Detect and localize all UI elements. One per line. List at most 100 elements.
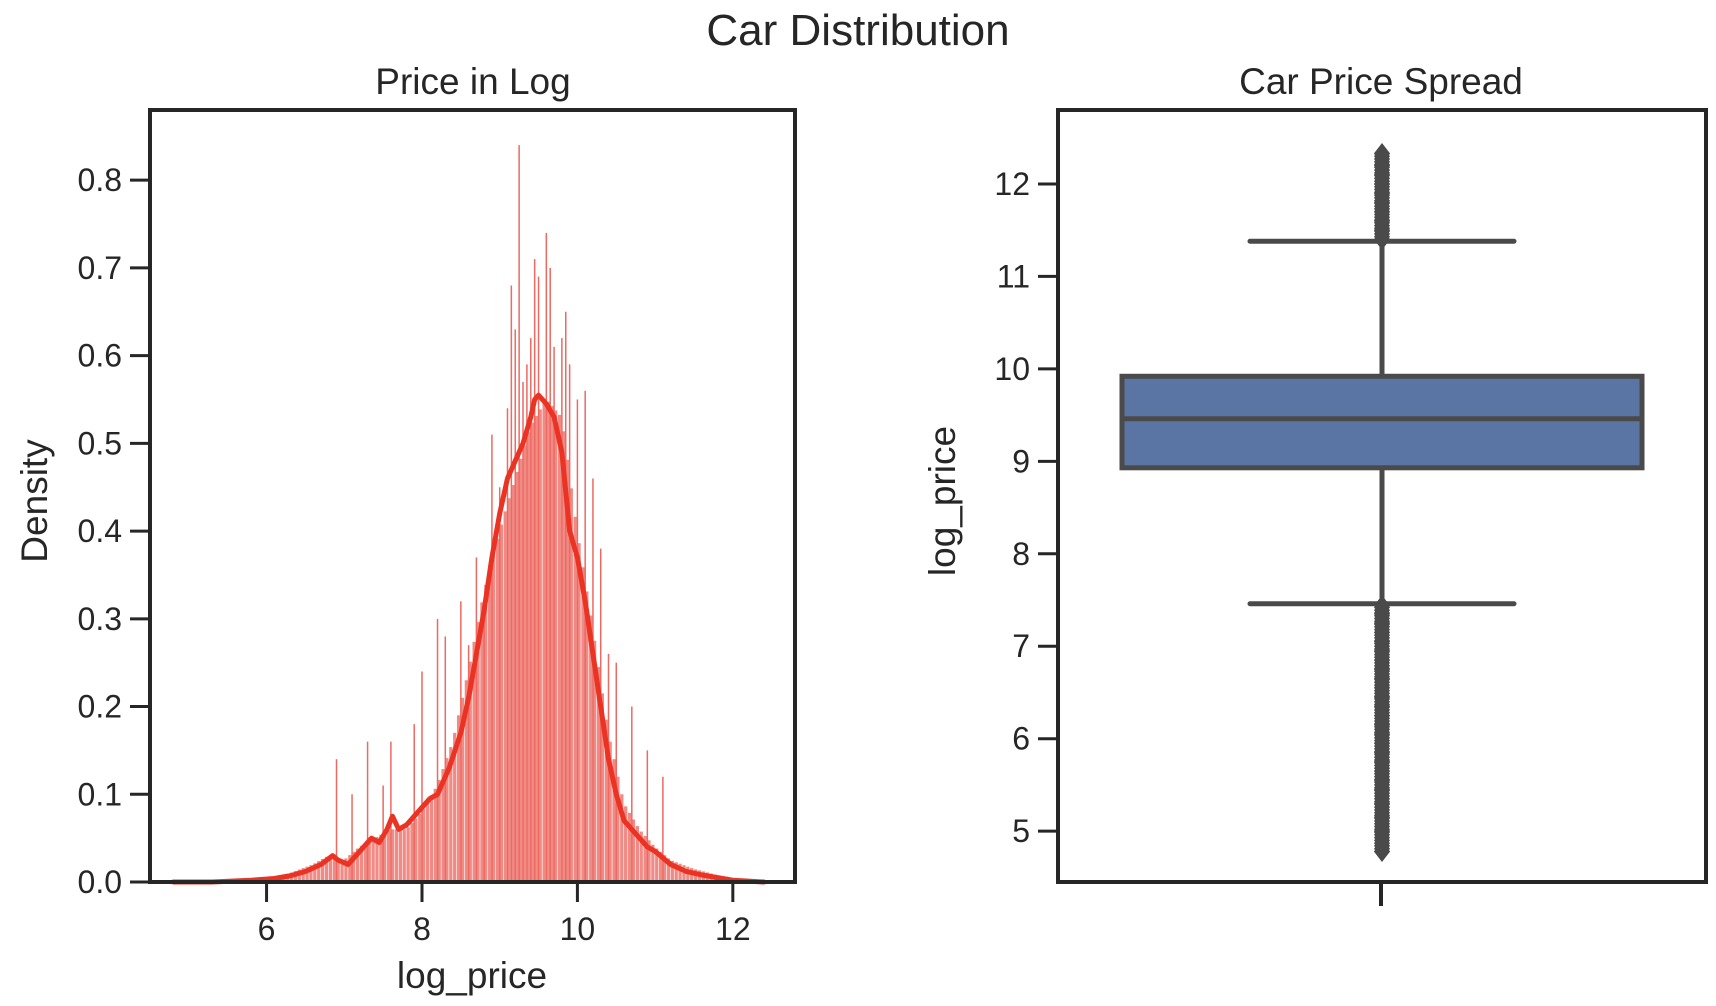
x-tick-label: 12	[715, 911, 751, 947]
histogram-bar	[678, 863, 682, 882]
histogram-title: Price in Log	[375, 61, 570, 102]
histogram-bar	[425, 801, 430, 882]
histogram-bar	[581, 567, 585, 882]
histogram-bar	[546, 401, 550, 882]
histogram-bar	[460, 697, 465, 882]
y-tick-label: 0.5	[78, 425, 122, 461]
histogram-bar	[390, 829, 395, 882]
outlier-point	[1374, 793, 1390, 814]
y-tick-label: 0.7	[78, 250, 122, 286]
histogram-bar	[662, 855, 667, 882]
box-outliers	[1374, 143, 1390, 862]
histogram-y-label: Density	[14, 439, 55, 563]
histogram-bar	[639, 831, 643, 882]
histogram-bar	[344, 858, 348, 882]
histogram-bar	[495, 538, 500, 882]
histogram-bar	[659, 851, 663, 882]
histogram-bar	[336, 858, 340, 882]
histogram-bar	[488, 569, 492, 882]
histogram-bar	[313, 863, 317, 882]
histogram-bar	[499, 524, 503, 882]
histogram-bar	[503, 511, 507, 882]
y-tick-label: 9	[1012, 443, 1030, 479]
histogram-bar	[538, 409, 542, 882]
histogram-bar	[561, 431, 566, 882]
histogram-bar	[433, 788, 437, 882]
histogram-bar	[620, 794, 624, 882]
x-tick-label: 10	[560, 911, 596, 947]
histogram-bar	[375, 837, 379, 882]
y-tick-label: 0.0	[78, 864, 122, 900]
histogram-bar	[554, 410, 558, 882]
histogram-bar	[383, 832, 387, 882]
histogram-bar	[674, 862, 678, 882]
histogram-bar	[526, 432, 531, 882]
histogram-chart: Price in Log 0.0 0.1 0.2 0.3 0.4 0.5 0.6 0.7 0.8…	[14, 61, 797, 996]
histogram-bar	[519, 458, 523, 882]
histogram-bar	[530, 422, 535, 882]
histogram-bar	[456, 715, 461, 882]
histogram-bar	[309, 865, 313, 882]
histogram-bar	[635, 826, 639, 882]
histogram-bar	[534, 415, 538, 882]
histogram-bar	[616, 776, 620, 882]
histogram-bar	[647, 840, 651, 882]
histogram-bar	[550, 406, 554, 882]
histogram-bar	[627, 812, 632, 882]
histogram-bars	[173, 401, 764, 882]
outlier-point	[1374, 143, 1390, 164]
histogram-bar	[355, 848, 360, 882]
histogram-bar	[437, 780, 441, 882]
histogram-bar	[592, 640, 597, 882]
histogram-bar	[332, 857, 336, 882]
histogram-bar	[600, 693, 605, 882]
histogram-bar	[367, 841, 371, 882]
histogram-bar	[418, 814, 422, 882]
outlier-point	[1374, 595, 1390, 616]
histogram-bar	[320, 858, 325, 882]
y-tick-label: 7	[1012, 628, 1030, 664]
histogram-bar	[565, 459, 570, 882]
y-tick-label: 0.8	[78, 162, 122, 198]
histogram-bar	[491, 554, 496, 882]
histogram-bar	[557, 414, 562, 882]
histogram-y-ticks: 0.0 0.1 0.2 0.3 0.4 0.5 0.6 0.7 0.8	[78, 162, 150, 900]
boxplot-title: Car Price Spread	[1239, 61, 1523, 102]
y-tick-label: 6	[1012, 721, 1030, 757]
iqr-box	[1119, 373, 1645, 471]
outlier-point	[1374, 841, 1390, 862]
histogram-bar	[406, 827, 410, 882]
histogram-bar	[317, 861, 321, 882]
histogram-bar	[371, 839, 375, 882]
x-tick-label: 6	[258, 911, 276, 947]
histogram-bar	[507, 498, 511, 882]
histogram-x-ticks: 6 8 10 12	[258, 882, 751, 947]
histogram-bar	[523, 445, 527, 882]
x-tick-label: 8	[413, 911, 431, 947]
histogram-bar	[670, 860, 674, 882]
histogram-bar	[631, 819, 636, 882]
histogram-bar	[655, 848, 659, 882]
histogram-bar	[476, 622, 480, 882]
y-tick-label: 0.4	[78, 513, 122, 549]
histogram-bar	[453, 732, 457, 882]
histogram-bar	[666, 858, 671, 882]
histogram-bar	[472, 641, 476, 882]
histogram-bar	[651, 844, 655, 882]
histogram-bar	[340, 859, 344, 882]
y-tick-label: 0.6	[78, 338, 122, 374]
y-tick-label: 10	[994, 351, 1030, 387]
histogram-bar	[421, 808, 426, 882]
histogram-bar	[624, 806, 628, 882]
boxplot-chart: Car Price Spread 5 6 7 8 9 10 11 12 log_price	[922, 61, 1708, 906]
histogram-bar	[596, 667, 601, 882]
histogram-x-label: log_price	[397, 955, 547, 996]
histogram-bar	[682, 865, 686, 882]
histogram-bar	[410, 822, 414, 882]
boxplot-y-ticks: 5 6 7 8 9 10 11 12	[994, 166, 1058, 849]
box-plot	[1119, 238, 1645, 607]
histogram-bar	[542, 402, 546, 882]
histogram-bar	[348, 855, 352, 882]
histogram-bar	[484, 584, 488, 882]
histogram-bar	[589, 615, 593, 882]
